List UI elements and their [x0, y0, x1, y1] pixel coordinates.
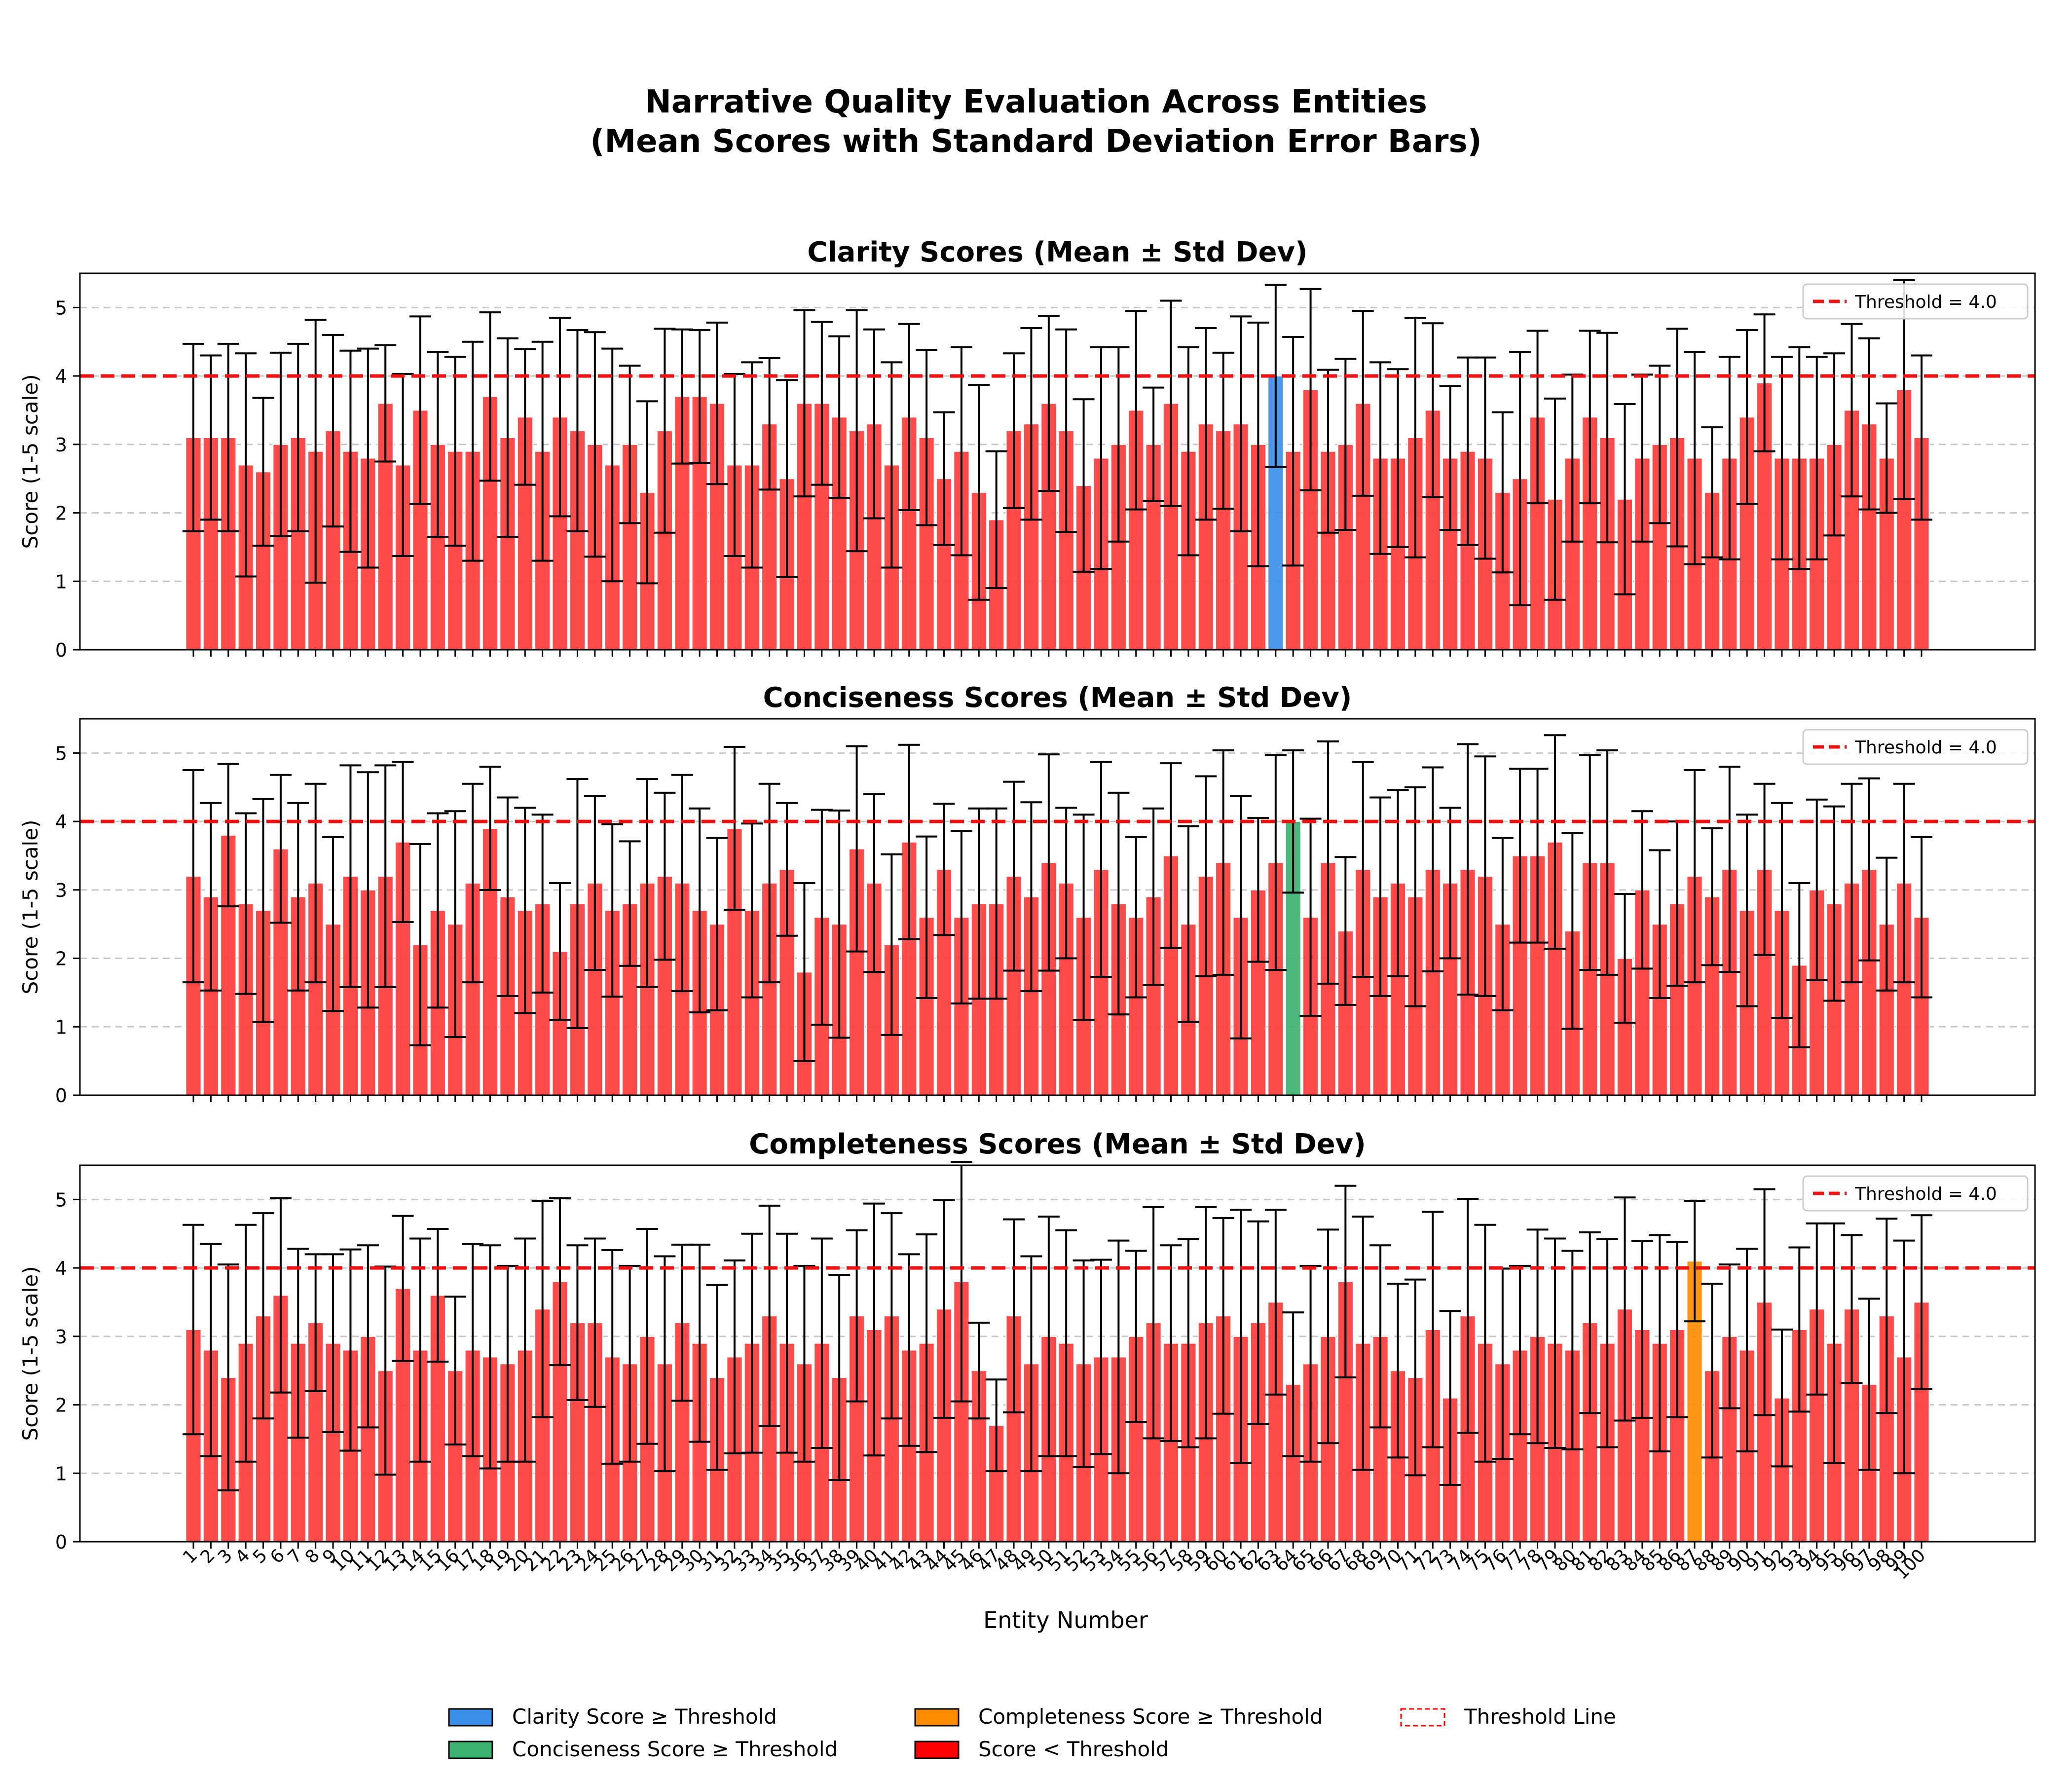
x-axis-label: Entity Number	[983, 1607, 1148, 1633]
y-tick-label: 5	[55, 297, 67, 319]
panel-2: 0 1 2 3 4 5 Conciseness Scores (Mean ± Std Dev…	[18, 682, 2036, 1107]
y-tick-label: 4	[55, 366, 67, 387]
threshold-legend-box	[1802, 283, 2029, 320]
y-tick-label: 0	[55, 1531, 67, 1553]
y-tick-label: 4	[55, 1258, 67, 1279]
threshold-legend-box	[1802, 729, 2029, 765]
panel-title: Conciseness Scores (Mean ± Std Dev)	[763, 682, 1352, 714]
legend-label: Completeness Score ≥ Threshold	[978, 1704, 1323, 1729]
threshold-legend-label: Threshold = 4.0	[1854, 292, 1997, 312]
bar	[1843, 882, 1860, 1096]
panel-3: 0 1 2 3 4 5 Completeness Scores (Mean ± Std De…	[18, 1128, 2036, 1584]
threshold-legend-box	[1802, 1175, 2029, 1212]
legend-label: Score < Threshold	[978, 1737, 1169, 1761]
y-tick-label: 2	[55, 1395, 67, 1416]
y-tick-label: 2	[55, 503, 67, 524]
panels: 0 1 2 3 4 5 Clarity Scores (Mean ± Std Dev) Sco…	[18, 236, 2036, 1584]
chart-title-line1: Narrative Quality Evaluation Across Enti…	[645, 84, 1427, 120]
panel-frame	[79, 718, 2036, 1096]
panel-frame	[79, 1164, 2036, 1543]
legend-swatch	[914, 1708, 960, 1727]
legend-label: Threshold Line	[1464, 1704, 1616, 1729]
y-tick-label: 0	[55, 1085, 67, 1107]
y-tick-label: 1	[55, 1463, 67, 1484]
chart-title-line2: (Mean Scores with Standard Deviation Err…	[590, 123, 1482, 160]
bar	[1512, 1349, 1528, 1543]
threshold-legend-label: Threshold = 4.0	[1854, 738, 1997, 758]
panel-1: 0 1 2 3 4 5 Clarity Scores (Mean ± Std Dev) Sco…	[18, 236, 2036, 661]
y-tick-label: 0	[55, 639, 67, 661]
legend-swatch	[448, 1741, 493, 1759]
y-axis-label: Score (1-5 scale)	[18, 820, 42, 995]
legend-swatch	[914, 1741, 960, 1759]
y-axis-label: Score (1-5 scale)	[18, 374, 42, 549]
y-tick-label: 1	[55, 1016, 67, 1038]
panel-title: Completeness Scores (Mean ± Std Dev)	[749, 1128, 1366, 1160]
y-tick-label: 3	[55, 1326, 67, 1348]
y-tick-label: 3	[55, 434, 67, 456]
y-axis-label: Score (1-5 scale)	[18, 1266, 42, 1441]
y-tick-label: 5	[55, 742, 67, 764]
legend: Clarity Score ≥ Threshold Conciseness Sco…	[448, 1704, 1616, 1761]
threshold-legend-label: Threshold = 4.0	[1854, 1184, 1997, 1204]
panel-title: Clarity Scores (Mean ± Std Dev)	[807, 236, 1307, 268]
y-tick-label: 4	[55, 811, 67, 833]
panel-frame	[79, 272, 2036, 651]
y-tick-label: 1	[55, 571, 67, 593]
legend-label: Clarity Score ≥ Threshold	[512, 1704, 777, 1729]
legend-label: Conciseness Score ≥ Threshold	[512, 1737, 838, 1761]
legend-swatch	[1400, 1708, 1445, 1727]
bar	[1320, 450, 1336, 650]
bar	[412, 409, 429, 650]
legend-swatch	[448, 1708, 493, 1727]
y-tick-label: 3	[55, 880, 67, 901]
bar	[953, 1281, 970, 1543]
y-tick-label: 5	[55, 1189, 67, 1211]
y-tick-label: 2	[55, 948, 67, 970]
